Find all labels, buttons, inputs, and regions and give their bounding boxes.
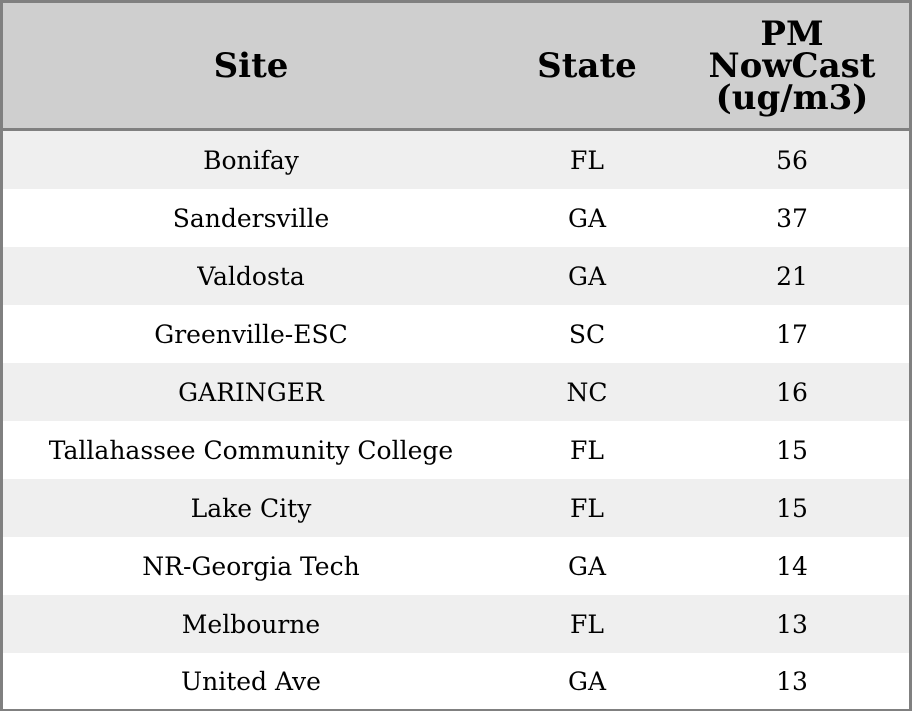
cell-state: FL [499, 479, 675, 537]
pm-nowcast-table: Site State PM NowCast (ug/m3) Bonifay FL… [3, 3, 909, 709]
header-state: State [499, 3, 675, 131]
cell-site: Valdosta [3, 247, 499, 305]
cell-pm-value: 56 [675, 129, 909, 189]
header-pm-line-3: (ug/m3) [715, 77, 869, 118]
cell-pm-value: 17 [675, 305, 909, 363]
table-header-row: Site State PM NowCast (ug/m3) [3, 3, 909, 131]
cell-pm-value: 15 [675, 479, 909, 537]
cell-site: Greenville-ESC [3, 305, 499, 363]
cell-pm-value: 15 [675, 421, 909, 479]
cell-state: GA [499, 653, 675, 709]
cell-site: Tallahassee Community College [3, 421, 499, 479]
cell-state: SC [499, 305, 675, 363]
table-row: Lake City FL 15 [3, 479, 909, 537]
cell-pm-value: 13 [675, 595, 909, 653]
header-pm-line-1: PM [760, 13, 824, 54]
cell-pm-value: 14 [675, 537, 909, 595]
table-row: GARINGER NC 16 [3, 363, 909, 421]
table-row: Tallahassee Community College FL 15 [3, 421, 909, 479]
table-row: Bonifay FL 56 [3, 129, 909, 189]
cell-pm-value: 16 [675, 363, 909, 421]
cell-pm-value: 13 [675, 653, 909, 709]
cell-site: Melbourne [3, 595, 499, 653]
table-row: Valdosta GA 21 [3, 247, 909, 305]
cell-pm-value: 21 [675, 247, 909, 305]
cell-site: United Ave [3, 653, 499, 709]
cell-site: GARINGER [3, 363, 499, 421]
cell-site: Lake City [3, 479, 499, 537]
table-row: NR-Georgia Tech GA 14 [3, 537, 909, 595]
cell-state: FL [499, 421, 675, 479]
header-site: Site [3, 3, 499, 131]
cell-state: GA [499, 537, 675, 595]
cell-state: FL [499, 129, 675, 189]
cell-state: NC [499, 363, 675, 421]
cell-site: NR-Georgia Tech [3, 537, 499, 595]
cell-site: Sandersville [3, 189, 499, 247]
table-row: Greenville-ESC SC 17 [3, 305, 909, 363]
cell-state: GA [499, 247, 675, 305]
cell-state: FL [499, 595, 675, 653]
table-row: Sandersville GA 37 [3, 189, 909, 247]
cell-pm-value: 37 [675, 189, 909, 247]
table-row: Melbourne FL 13 [3, 595, 909, 653]
cell-site: Bonifay [3, 129, 499, 189]
cell-state: GA [499, 189, 675, 247]
header-pm-line-2: NowCast [708, 45, 876, 86]
table-row: United Ave GA 13 [3, 653, 909, 709]
header-pm-nowcast: PM NowCast (ug/m3) [675, 3, 909, 131]
